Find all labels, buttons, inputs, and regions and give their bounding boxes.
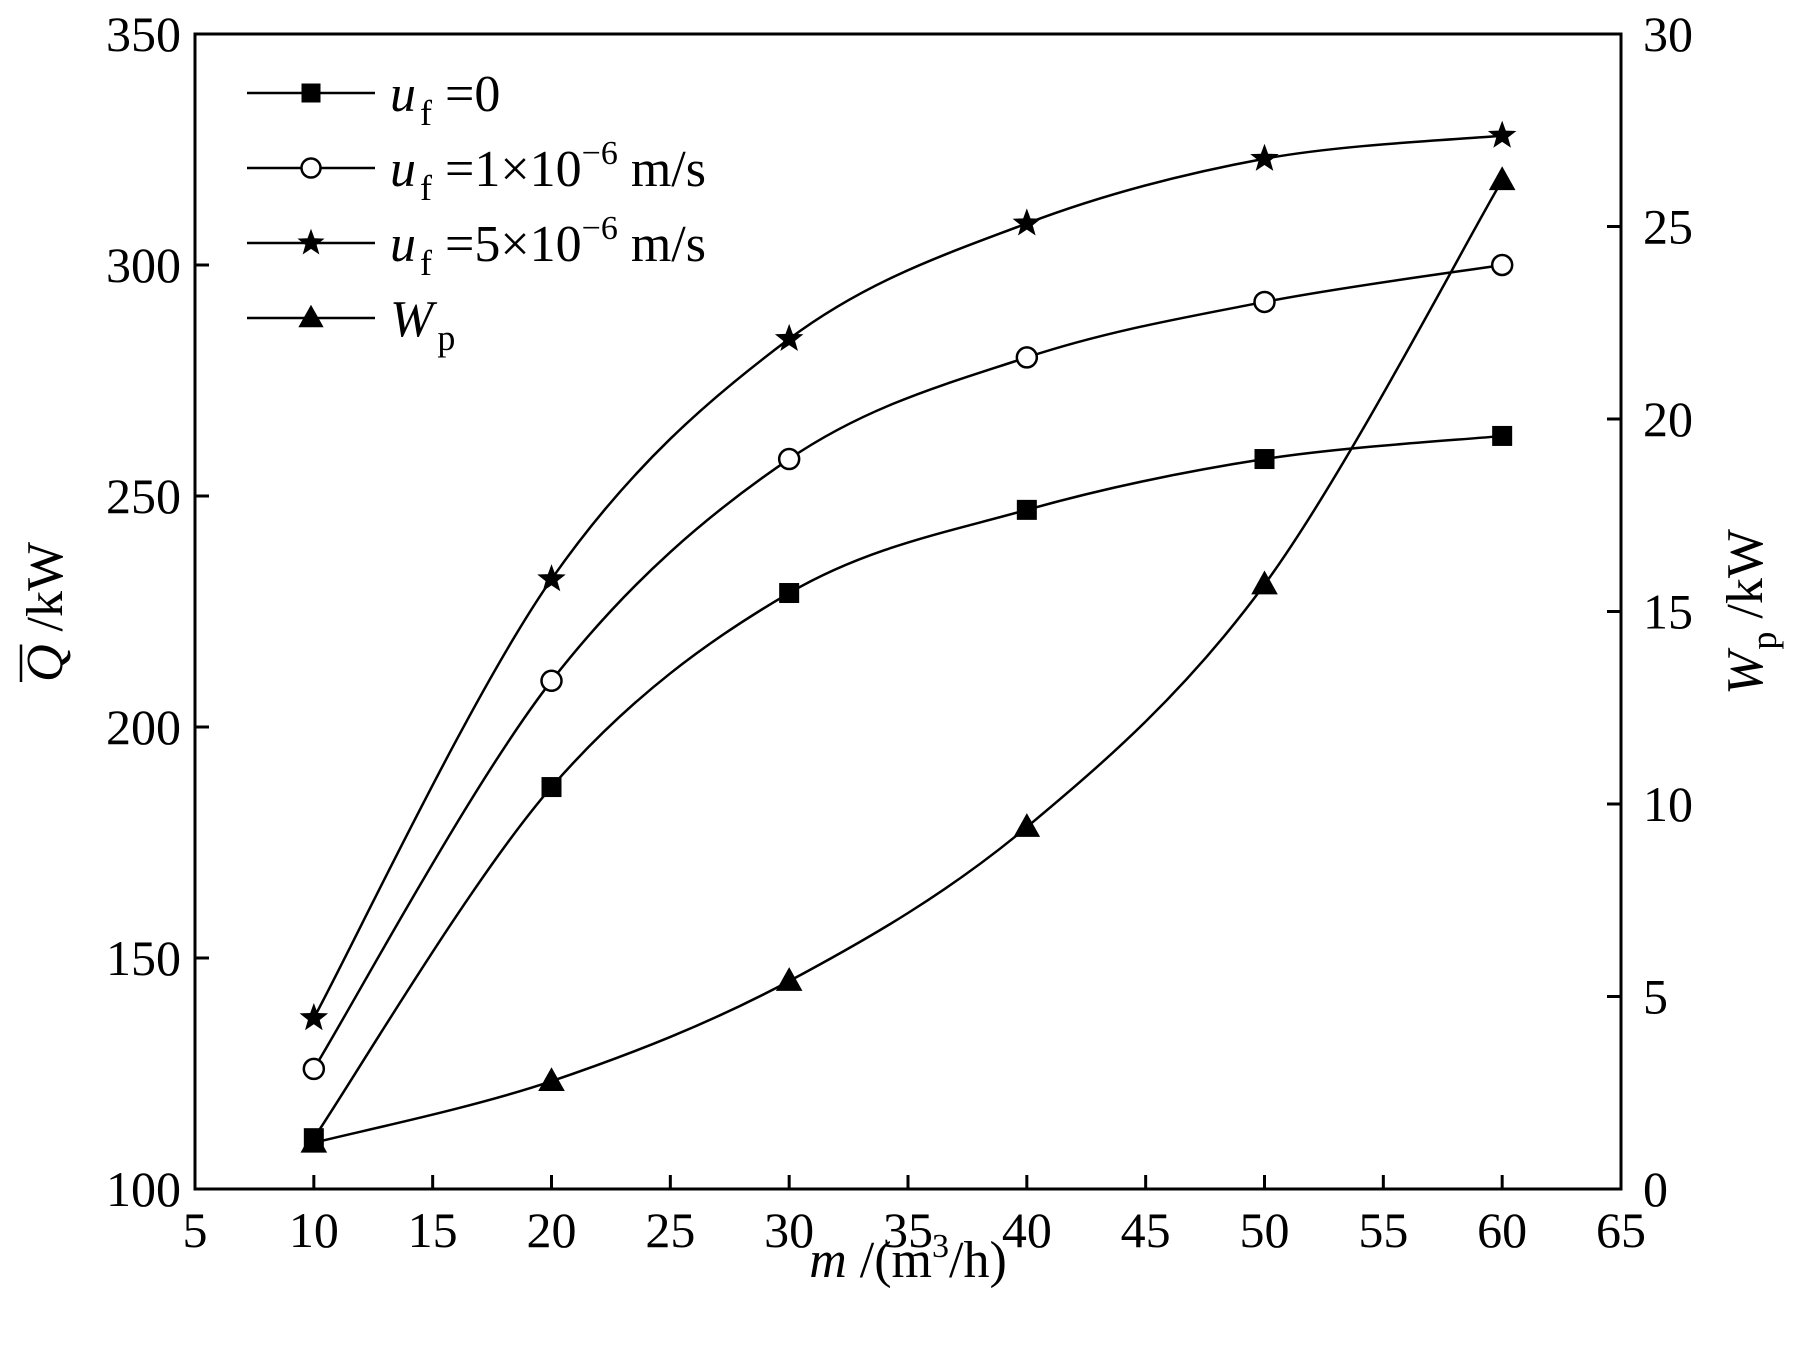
x-tick-label: 45 (1121, 1202, 1171, 1258)
triangle-marker (300, 1128, 328, 1153)
x-tick-label: 35 (883, 1202, 933, 1258)
x-tick-label: 55 (1358, 1202, 1408, 1258)
plot-frame (193, 32, 1623, 1191)
series-line (312, 434, 1503, 1139)
y-right-tick-label: 15 (1643, 584, 1693, 640)
x-tick-label: 60 (1477, 1202, 1527, 1258)
x-tick-label: 50 (1240, 1202, 1290, 1258)
x-axis-title: m /(m3/h) (809, 1228, 1007, 1289)
x-tick-label: 25 (645, 1202, 695, 1258)
y-left-axis-title: Q /kW (17, 542, 74, 683)
star-marker (774, 323, 804, 352)
y-right-tick-label: 10 (1643, 776, 1693, 832)
circle-marker (1490, 253, 1514, 277)
y-left-tick-label: 300 (106, 237, 181, 293)
circle-marker (777, 447, 801, 471)
square-marker (1254, 449, 1275, 470)
x-tick-label: 15 (408, 1202, 458, 1258)
circle-marker (540, 669, 563, 693)
x-tick-label: 5 (183, 1202, 208, 1258)
y-left-tick-label: 250 (106, 468, 181, 524)
y-right-tick-label: 30 (1643, 6, 1693, 62)
tick-layer (193, 32, 1623, 1191)
triangle-marker (538, 1067, 565, 1091)
star-marker (299, 1003, 329, 1031)
triangle-marker (1488, 166, 1516, 191)
star-marker (1250, 143, 1279, 171)
tick-label-layer: 5 10 15 20 25 30 35 40 45 50 55 60 65100150200250300… (106, 6, 1693, 1258)
x-tick-label: 30 (764, 1202, 814, 1258)
y-left-tick-label: 100 (106, 1161, 181, 1217)
y-right-tick-label: 0 (1643, 1161, 1668, 1217)
series-triangle (300, 166, 1516, 1153)
y-left-axis-title-text: Q /kW (17, 542, 74, 682)
square-marker (1492, 425, 1513, 446)
star-marker (297, 228, 325, 255)
triangle-marker (1251, 570, 1278, 595)
circle-marker (302, 1057, 326, 1081)
y-right-tick-label: 20 (1643, 391, 1693, 447)
series-layer (299, 120, 1517, 1153)
star-marker (1012, 208, 1042, 236)
series-circle (302, 253, 1514, 1081)
x-tick-label: 65 (1596, 1202, 1646, 1258)
x-tick-label: 20 (527, 1202, 577, 1258)
triangle-marker (775, 967, 803, 991)
star-marker (537, 564, 566, 592)
circle-marker (1015, 346, 1039, 369)
y-left-tick-label: 150 (106, 930, 181, 986)
axis-title-layer: m /(m3/h) Q /kW Wp /kW (17, 529, 1784, 1289)
square-marker (301, 83, 321, 103)
x-tick-label: 40 (1002, 1202, 1052, 1258)
square-marker (779, 583, 800, 604)
y-right-axis-title: Wp /kW (1717, 529, 1784, 695)
y-right-axis-title-text: Wp /kW (1717, 529, 1784, 695)
triangle-marker (1013, 813, 1041, 837)
star-marker (1487, 120, 1517, 148)
series-line (313, 179, 1504, 1145)
y-left-tick-label: 350 (106, 6, 181, 62)
y-left-tick-label: 200 (106, 699, 181, 755)
series-square (303, 425, 1513, 1149)
y-right-tick-label: 25 (1643, 199, 1693, 255)
circle-marker (300, 157, 322, 179)
circle-marker (1253, 290, 1276, 314)
square-marker (541, 777, 562, 798)
x-tick-label: 10 (289, 1202, 339, 1258)
series-star (299, 120, 1517, 1031)
y-right-tick-label: 5 (1643, 969, 1668, 1025)
series-line (312, 263, 1503, 1070)
square-marker (1016, 499, 1037, 520)
triangle-marker (298, 304, 324, 328)
